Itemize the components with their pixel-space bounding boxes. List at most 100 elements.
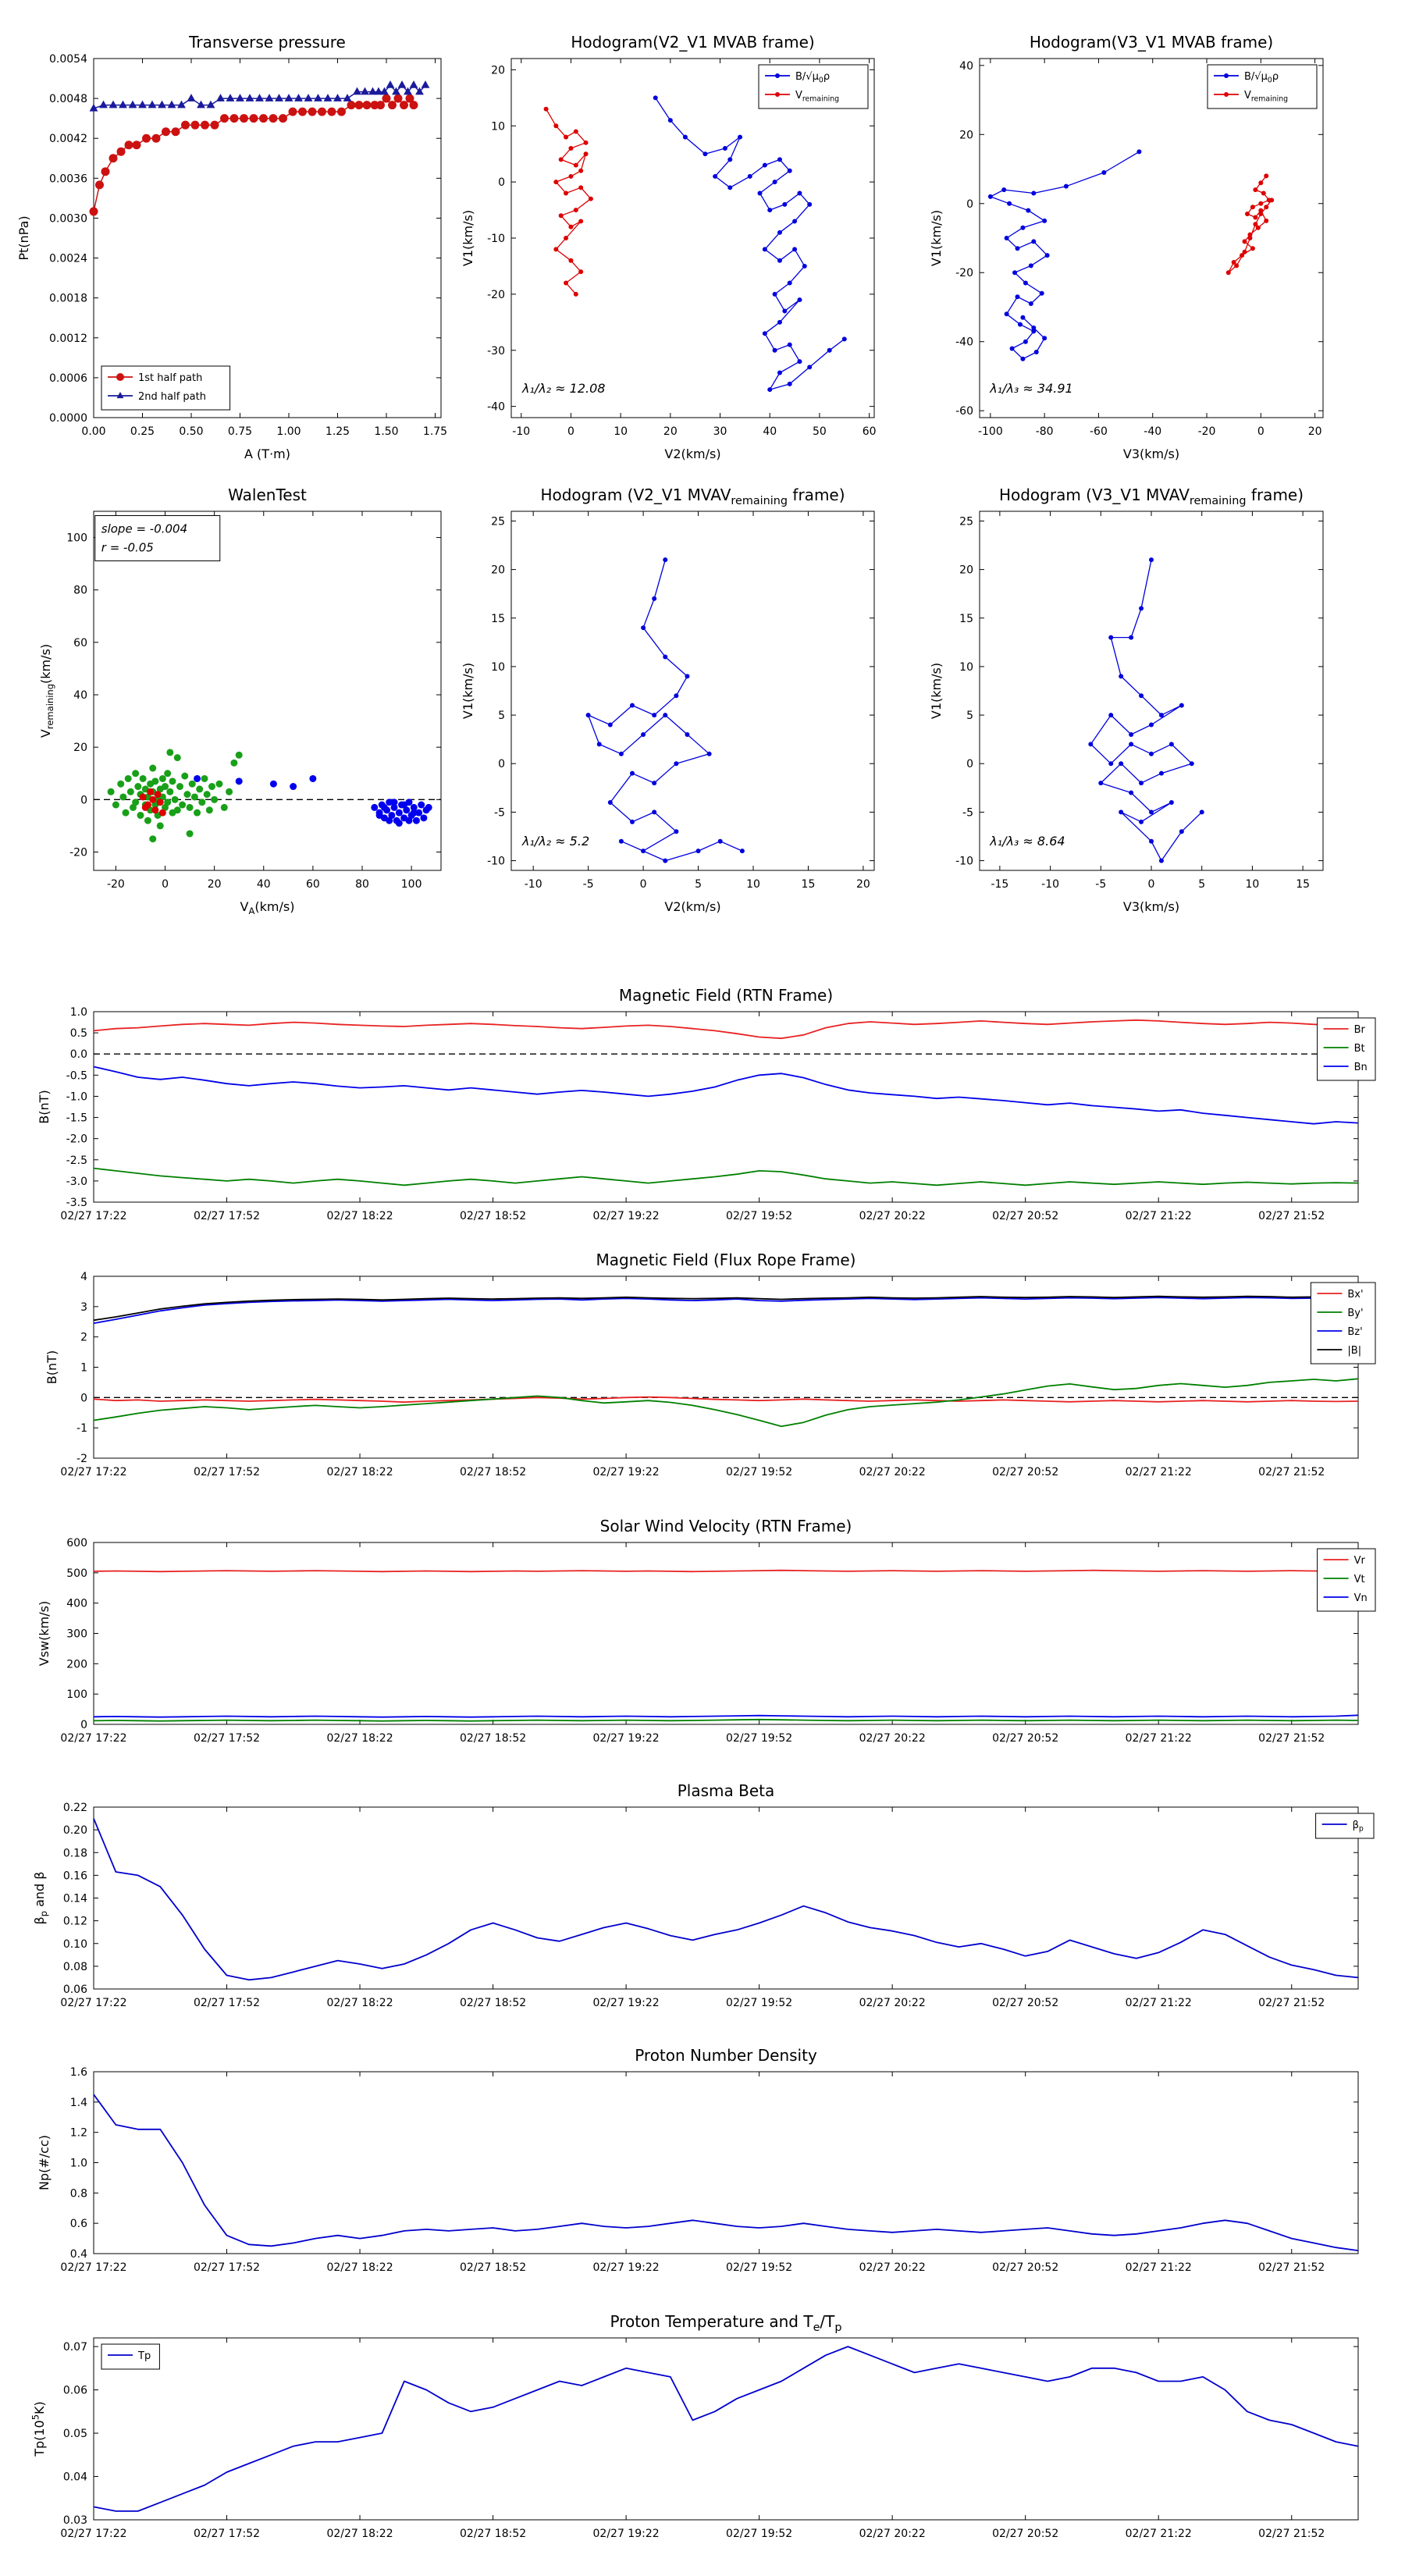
y-tick-label: -2.0 bbox=[66, 1133, 87, 1146]
y-tick-label: -20 bbox=[69, 846, 87, 859]
y-tick-label: 5 bbox=[498, 710, 505, 722]
y-tick-label: -1.5 bbox=[66, 1112, 87, 1125]
x-tick-label: 02/27 19:22 bbox=[593, 1997, 660, 2009]
x-tick-label: 60 bbox=[863, 425, 877, 438]
chart-b-fluxrope: 02/27 17:22 02/27 17:52 02/27 18:22 02/27 1… bbox=[44, 1251, 1376, 1478]
y-tick-label: 4 bbox=[80, 1271, 87, 1283]
y-tick-label: 0.06 bbox=[63, 1984, 87, 1996]
chart-title: Magnetic Field (Flux Rope Frame) bbox=[596, 1251, 856, 1269]
y-tick-label: 20 bbox=[959, 564, 973, 577]
y-tick-label: 25 bbox=[491, 515, 505, 528]
chart-hodogram-v3v1-mvav: -15 -10 -5 0 5 10 15 -10 -5 0 5 10 15 20 25 Hodogram (V… bbox=[929, 486, 1324, 914]
chart-title: WalenTest bbox=[228, 486, 307, 504]
annotation-text: λ₁/λ₂ ≈ 12.08 bbox=[521, 381, 606, 396]
series-tp bbox=[93, 2346, 1359, 2512]
x-tick-label: 02/27 18:22 bbox=[326, 2261, 393, 2274]
x-tick-label: -10 bbox=[1041, 878, 1059, 891]
y-axis-label: βp and β bbox=[32, 1871, 49, 1924]
y-tick-label: -10 bbox=[955, 856, 973, 868]
y-tick-label: 40 bbox=[73, 689, 87, 702]
chart-transverse-pressure: 0.00 0.25 0.50 0.75 1.00 1.25 1.50 1.75 0.0000 0.… bbox=[16, 33, 447, 461]
axes-frame bbox=[93, 2071, 1359, 2254]
y-axis-label: Pt(nPa) bbox=[16, 215, 31, 260]
legend: 1st half path 2nd half path bbox=[101, 365, 231, 411]
x-tick-label: 50 bbox=[813, 425, 827, 438]
x-tick-label: -80 bbox=[1036, 425, 1054, 438]
annotation-text: λ₁/λ₂ ≈ 5.2 bbox=[521, 834, 589, 849]
legend-label: Bt bbox=[1354, 1043, 1365, 1055]
x-tick-label: 02/27 18:22 bbox=[326, 1210, 393, 1222]
x-tick-label: 10 bbox=[746, 878, 760, 891]
legend-label: Vt bbox=[1354, 1574, 1365, 1585]
x-tick-label: 60 bbox=[306, 878, 320, 891]
x-tick-label: 30 bbox=[713, 425, 727, 438]
legend-label: Br bbox=[1354, 1024, 1366, 1036]
y-tick-label: 0.16 bbox=[63, 1870, 87, 1882]
y-tick-label: 0.0018 bbox=[49, 293, 87, 305]
x-tick-label: -5 bbox=[1095, 878, 1106, 891]
y-tick-label: 5 bbox=[966, 710, 973, 722]
axes-frame bbox=[979, 58, 1324, 418]
y-tick-label: 0.0048 bbox=[49, 93, 87, 105]
x-tick-label: 02/27 21:22 bbox=[1126, 2261, 1192, 2274]
chart-walen-test: -20 0 20 40 60 80 100 -20 0 20 40 60 80 100 WalenTest V… bbox=[38, 486, 442, 916]
x-tick-label: 0.50 bbox=[179, 425, 203, 438]
y-tick-label: 3 bbox=[80, 1301, 87, 1314]
x-tick-label: -40 bbox=[1144, 425, 1161, 438]
x-tick-label: 02/27 17:52 bbox=[194, 1732, 260, 1745]
chart-hodogram-v3v1-mvab: -100 -80 -60 -40 -20 0 20 -60 -40 -20 0 20 40 Hodogra… bbox=[929, 33, 1324, 461]
axes-frame bbox=[93, 58, 442, 418]
series-2nd-half-path bbox=[89, 80, 430, 112]
x-tick-label: 02/27 21:52 bbox=[1258, 1210, 1325, 1222]
series-b bbox=[93, 1295, 1359, 1322]
x-tick-label: 02/27 18:52 bbox=[460, 1997, 526, 2009]
y-tick-label: 0.20 bbox=[63, 1824, 87, 1837]
x-tick-label: 02/27 20:22 bbox=[859, 2528, 926, 2540]
x-tick-label: 02/27 17:22 bbox=[60, 2528, 126, 2540]
x-tick-label: 02/27 19:52 bbox=[726, 1466, 792, 1478]
chart-title: Plasma Beta bbox=[678, 1781, 775, 1800]
x-tick-label: 02/27 18:52 bbox=[460, 1732, 526, 1745]
legend: Bx' By' Bz' |B| bbox=[1310, 1282, 1376, 1364]
x-tick-label: 02/27 17:52 bbox=[194, 2261, 260, 2274]
y-tick-label: 80 bbox=[73, 585, 87, 597]
x-tick-label: 02/27 20:52 bbox=[992, 1466, 1058, 1478]
x-tick-label: 100 bbox=[401, 878, 422, 891]
series-v bbox=[585, 557, 745, 863]
y-tick-label: 0.03 bbox=[63, 2514, 87, 2527]
legend-label: Bn bbox=[1354, 1062, 1368, 1073]
y-axis-label: V1(km/s) bbox=[929, 663, 944, 719]
x-tick-label: 5 bbox=[1198, 878, 1205, 891]
x-tick-label: 02/27 17:52 bbox=[194, 1997, 260, 2009]
y-tick-label: 0.6 bbox=[70, 2218, 87, 2230]
y-tick-label: 0.0042 bbox=[49, 133, 87, 145]
x-tick-label: 02/27 17:22 bbox=[60, 1732, 126, 1745]
y-tick-label: 60 bbox=[73, 637, 87, 649]
legend-label: Tp bbox=[137, 2350, 151, 2362]
x-tick-label: 1.00 bbox=[276, 425, 301, 438]
y-tick-label: -20 bbox=[955, 267, 973, 279]
series-2nd-half bbox=[194, 774, 432, 827]
x-tick-label: 02/27 18:52 bbox=[460, 2261, 526, 2274]
axes-frame bbox=[979, 511, 1324, 871]
legend-label: Vremaining bbox=[795, 90, 839, 103]
y-tick-label: 2 bbox=[80, 1332, 87, 1344]
x-tick-label: 0 bbox=[640, 878, 647, 891]
legend-box bbox=[1310, 1282, 1376, 1364]
legend: βp bbox=[1315, 1813, 1375, 1839]
axes-frame bbox=[93, 1542, 1359, 1725]
x-tick-label: 80 bbox=[355, 878, 369, 891]
x-tick-label: 02/27 21:52 bbox=[1258, 2528, 1325, 2540]
y-tick-label: 0.04 bbox=[63, 2471, 87, 2484]
series-b-0 bbox=[653, 95, 847, 393]
y-tick-label: 0 bbox=[80, 1719, 87, 1731]
x-tick-label: 02/27 18:52 bbox=[460, 2528, 526, 2540]
x-tick-label: 02/27 17:52 bbox=[194, 1466, 260, 1478]
y-tick-label: 0 bbox=[966, 758, 973, 770]
x-tick-label: 5 bbox=[695, 878, 702, 891]
x-tick-label: 02/27 19:22 bbox=[593, 2261, 660, 2274]
series-vr bbox=[93, 1569, 1359, 1573]
y-tick-label: 0.22 bbox=[63, 1802, 87, 1814]
